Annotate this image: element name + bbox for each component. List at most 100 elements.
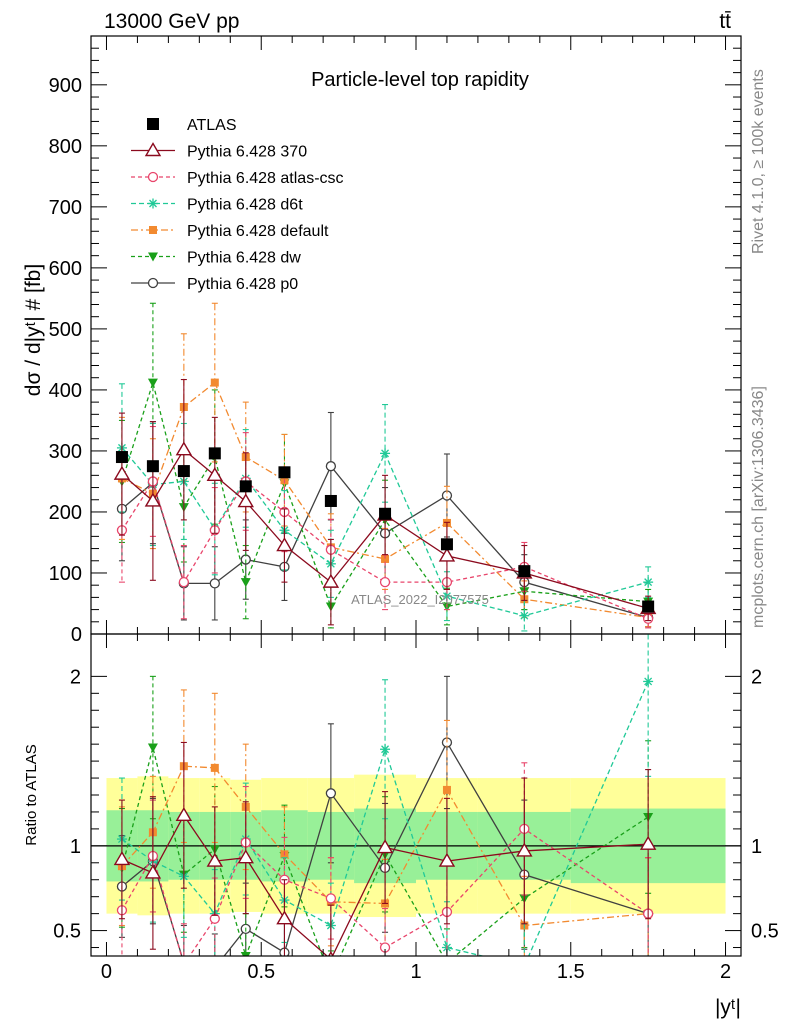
asterisk-stroke [644,677,653,686]
main-point-ATLAS [208,447,221,460]
ratio-point-p370 [438,852,456,867]
main-point-p370 [322,573,340,588]
legend-label-atlascsc: Pythia 6.428 atlas-csc [187,170,344,187]
main-point-ATLAS [324,494,337,507]
ratio-point-p370 [237,849,254,864]
ratio-point-d6t [643,676,654,687]
ratio-point-p370 [276,910,293,925]
y-tick-label: 400 [49,380,82,402]
ratio-point-default [442,785,451,794]
main-point-ATLAS [642,600,655,613]
main-point-ATLAS [177,465,190,478]
y-tick-label: 700 [49,197,82,219]
y-tick-label: 200 [49,502,82,524]
main-point-p0 [325,461,337,472]
asterisk-stroke [149,199,157,208]
main-point-p370 [276,537,293,552]
asterisk-stroke [442,592,451,601]
legend-marker-dw [148,252,158,262]
asterisk-stroke [644,578,653,587]
main-point-ATLAS [379,507,392,520]
ratio-point-atlascsc [325,893,337,904]
x-tick-label: 1.5 [557,961,585,983]
main-point-default [381,554,390,563]
asterisk-stroke [381,449,390,458]
legend-label-default: Pythia 6.428 default [187,223,329,240]
main-point-dw [147,378,158,388]
ratio-y-tick-label-right: 0.5 [751,921,779,943]
ratio-y-tick-label: 1 [70,836,81,858]
asterisk-stroke [521,963,528,970]
main-point-d6t [519,610,530,621]
legend-marker-ATLAS [147,118,159,130]
ratio-plot-area [91,634,741,983]
ratio-panel: 0.5 0.5 1 1 2 2 0 0.5 1 1.5 2 Ratio to ATLAS |yᵗ| [23,633,779,1019]
y-tick-label: 0 [71,624,82,646]
ratio-point-p370 [113,851,131,866]
ratio-series-p370 [113,741,657,956]
ratio-point-atlascsc [179,960,188,969]
main-point-d6t [643,577,654,588]
energy-label: 13000 GeV pp [104,10,239,33]
legend-label-ATLAS: ATLAS [187,117,237,134]
main-point-p370 [438,547,456,562]
ratio-y-tick-label-right: 1 [751,836,762,858]
legend-marker-default [149,226,157,234]
x-tick-label: 1 [410,961,421,983]
legend-marker-p370 [144,142,162,157]
legend: ATLAS Pythia 6.428 370 Pythia 6.428 atlas-… [131,117,344,293]
main-point-ATLAS [146,460,159,473]
main-point-ATLAS [115,451,128,464]
ratio-point-p370 [175,806,193,822]
ratio-point-d6t [519,961,529,971]
ratio-y-tick-label: 0.5 [53,921,81,943]
rivet-label: Rivet 4.1.0, ≥ 100k events [750,69,767,254]
main-point-dw [240,578,251,588]
x-tick-label: 0.5 [247,961,275,983]
legend-label-p0: Pythia 6.428 p0 [187,276,298,293]
x-tick-label: 0 [101,961,112,983]
ratio-axis-ticks: 0.5 0.5 1 1 2 2 0 0.5 1 1.5 2 [53,634,779,983]
ratio-point-p370 [206,852,224,867]
main-point-default [210,378,219,387]
process-label: tt̄ [719,10,731,33]
main-point-atlascsc [178,576,190,588]
main-point-p370 [175,441,193,456]
ratio-point-p0 [179,958,188,967]
main-axis-ticks: 0 100 200 300 400 500 600 700 800 900 [49,36,741,646]
main-series-ATLAS [115,447,655,613]
ratio-point-dw [326,974,336,983]
y-tick-label: 500 [49,319,82,341]
x-axis-label: |yᵗ| [715,996,741,1019]
ratio-point-dw [442,959,452,968]
ratio-point-p370 [376,839,394,854]
main-point-p370 [206,466,224,482]
legend-label-dw: Pythia 6.428 dw [187,250,301,267]
ratio-y-axis-label: Ratio to ATLAS [23,744,40,845]
analysis-annotation: ATLAS_2022_I2077575 [351,592,489,607]
main-plot-area [113,302,657,632]
legend-label-p370: Pythia 6.428 370 [187,144,307,161]
ratio-point-p0 [210,963,219,972]
ratio-y-tick-label-right: 2 [751,666,762,688]
chart-title: Particle-level top rapidity [311,69,529,91]
main-panel: 0 100 200 300 400 500 600 700 800 900 Particle-le… [22,35,742,646]
main-point-p0 [209,578,220,589]
legend-marker-p0 [147,277,159,289]
asterisk-stroke [381,745,390,754]
main-point-ATLAS [440,538,453,551]
main-point-ATLAS [239,480,252,493]
main-point-p370 [237,493,254,508]
main-point-d6t [380,448,391,459]
asterisk-stroke [521,963,528,970]
ratio-point-p0 [325,788,337,799]
asterisk-stroke [520,611,529,620]
legend-label-d6t: Pythia 6.428 d6t [187,197,303,214]
main-point-p370 [144,492,162,507]
main-point-p370 [113,465,131,480]
y-tick-label: 300 [49,441,82,463]
ratio-point-d6t [380,744,391,755]
mcplots-label: mcplots.cern.ch [arXiv:1306.3436] [750,386,767,628]
ratio-point-p370 [639,835,657,850]
